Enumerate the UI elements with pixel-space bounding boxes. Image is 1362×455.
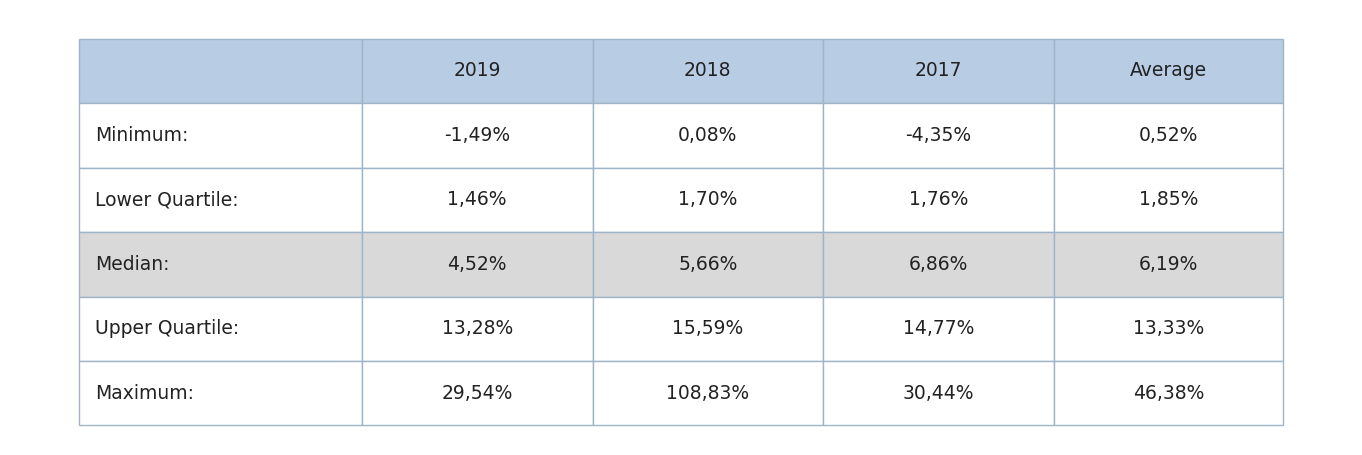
Text: Maximum:: Maximum:: [95, 384, 195, 403]
Bar: [592, 103, 823, 167]
Text: 108,83%: 108,83%: [666, 384, 749, 403]
Text: 30,44%: 30,44%: [903, 384, 974, 403]
Bar: [823, 297, 1054, 361]
Bar: [592, 232, 823, 297]
Bar: [79, 167, 362, 232]
Text: Lower Quartile:: Lower Quartile:: [95, 190, 238, 209]
Text: 1,76%: 1,76%: [908, 190, 968, 209]
Text: 29,54%: 29,54%: [441, 384, 513, 403]
Bar: [79, 297, 362, 361]
Text: Minimum:: Minimum:: [95, 126, 189, 145]
Bar: [1054, 103, 1283, 167]
Bar: [592, 167, 823, 232]
Bar: [1054, 297, 1283, 361]
Bar: [1054, 232, 1283, 297]
Bar: [592, 361, 823, 425]
Bar: [362, 361, 592, 425]
Text: 1,70%: 1,70%: [678, 190, 737, 209]
Text: -1,49%: -1,49%: [444, 126, 511, 145]
Text: 13,28%: 13,28%: [441, 319, 513, 338]
Bar: [823, 39, 1054, 103]
Text: Average: Average: [1129, 61, 1207, 81]
Bar: [1054, 39, 1283, 103]
Text: 1,85%: 1,85%: [1139, 190, 1199, 209]
Bar: [823, 361, 1054, 425]
Bar: [362, 39, 592, 103]
Text: 5,66%: 5,66%: [678, 255, 737, 274]
Text: Median:: Median:: [95, 255, 170, 274]
Text: -4,35%: -4,35%: [906, 126, 971, 145]
Text: 6,19%: 6,19%: [1139, 255, 1199, 274]
Text: 14,77%: 14,77%: [903, 319, 974, 338]
Text: 0,52%: 0,52%: [1139, 126, 1199, 145]
Text: 15,59%: 15,59%: [673, 319, 744, 338]
Bar: [79, 39, 362, 103]
Bar: [592, 297, 823, 361]
Bar: [362, 232, 592, 297]
Bar: [1054, 167, 1283, 232]
Bar: [362, 103, 592, 167]
Bar: [362, 297, 592, 361]
Bar: [79, 361, 362, 425]
Text: 46,38%: 46,38%: [1133, 384, 1204, 403]
Text: 1,46%: 1,46%: [448, 190, 507, 209]
Bar: [823, 232, 1054, 297]
Bar: [79, 103, 362, 167]
Text: 6,86%: 6,86%: [908, 255, 968, 274]
Bar: [79, 232, 362, 297]
Text: 13,33%: 13,33%: [1133, 319, 1204, 338]
Text: 4,52%: 4,52%: [448, 255, 507, 274]
Bar: [362, 167, 592, 232]
Bar: [823, 167, 1054, 232]
Text: 0,08%: 0,08%: [678, 126, 737, 145]
Bar: [1054, 361, 1283, 425]
Text: 2017: 2017: [915, 61, 962, 81]
Bar: [592, 39, 823, 103]
Text: 2019: 2019: [454, 61, 501, 81]
Text: 2018: 2018: [684, 61, 731, 81]
Text: Upper Quartile:: Upper Quartile:: [95, 319, 240, 338]
Bar: [823, 103, 1054, 167]
